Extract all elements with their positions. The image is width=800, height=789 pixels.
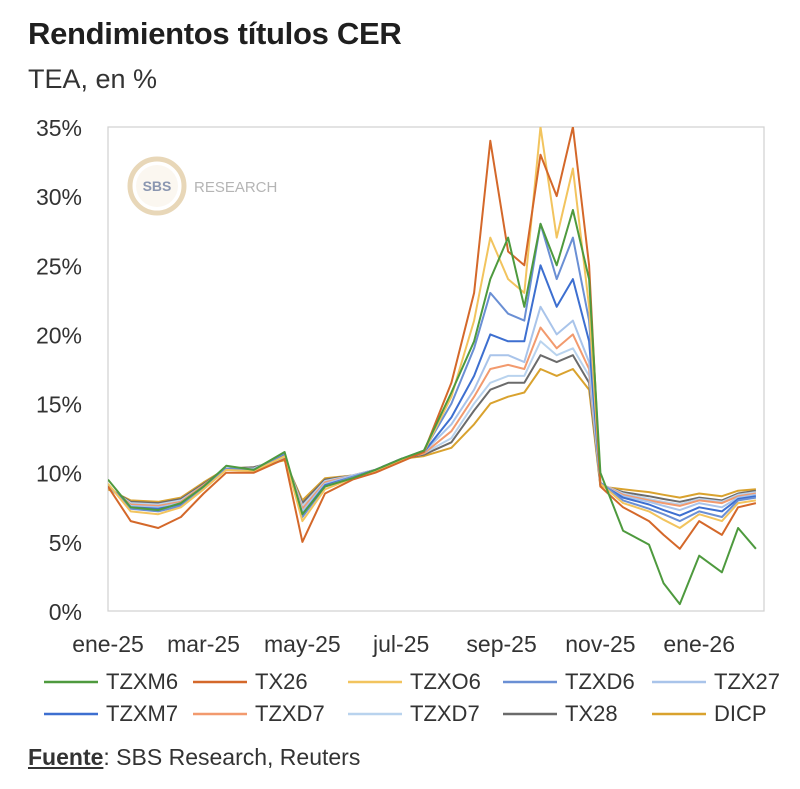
x-tick-label: ene-26: [663, 631, 735, 657]
y-tick-label: 20%: [36, 322, 82, 348]
legend-label: TZXD7: [410, 701, 480, 726]
watermark-text: RESEARCH: [194, 179, 277, 196]
legend-label: TZXM6: [106, 669, 178, 694]
y-tick-label: 15%: [36, 392, 82, 418]
source-text: : SBS Research, Reuters: [103, 744, 361, 770]
x-tick-label: may-25: [264, 631, 341, 657]
x-tick-label: sep-25: [466, 631, 536, 657]
source-label: Fuente: [28, 744, 104, 770]
legend-label: TZXO6: [410, 669, 481, 694]
series-line-tx26-1: [108, 127, 757, 550]
y-tick-label: 5%: [49, 530, 82, 556]
watermark-logo-inner: [136, 165, 178, 207]
legend-label: TZXD7: [255, 701, 325, 726]
y-tick-label: 35%: [36, 115, 82, 141]
x-tick-label: jul-25: [372, 631, 429, 657]
legend: TZXM6 TX26 TZXO6 TZXD6 TZX27 TZXM7 TZXD7 TZXD7 T…: [44, 669, 780, 726]
x-tick-label: mar-25: [167, 631, 240, 657]
series-line-tzxm6-0: [108, 209, 757, 606]
series-line-tzxo6-2: [108, 127, 757, 529]
line-chart: SBS RESEARCH 0% 5% 10% 15% 20% 25% 30% 35% ene-…: [36, 115, 780, 726]
legend-label: TX28: [565, 701, 618, 726]
chart-subtitle: TEA, en %: [28, 64, 158, 94]
legend-label: TZX27: [714, 669, 780, 694]
x-axis: ene-25 mar-25 may-25 jul-25 sep-25 nov-25 ene-…: [72, 631, 735, 657]
legend-label: DICP: [714, 701, 767, 726]
source-note: Fuente: SBS Research, Reuters: [28, 744, 360, 771]
y-tick-label: 0%: [49, 599, 82, 625]
x-tick-label: nov-25: [565, 631, 635, 657]
y-tick-label: 30%: [36, 184, 82, 210]
legend-label: TZXM7: [106, 701, 178, 726]
series-line-tzxd6-3: [108, 222, 757, 523]
legend-label: TX26: [255, 669, 308, 694]
x-tick-label: ene-25: [72, 631, 144, 657]
plot-area-frame: [107, 126, 765, 612]
watermark: SBS RESEARCH: [127, 156, 277, 216]
y-tick-label: 25%: [36, 253, 82, 279]
chart-title: Rendimientos títulos CER: [28, 16, 402, 51]
y-axis: 0% 5% 10% 15% 20% 25% 30% 35%: [36, 115, 82, 625]
series-lines: [108, 127, 757, 606]
series-line-tzxm7-5: [108, 264, 757, 517]
y-tick-label: 10%: [36, 461, 82, 487]
legend-label: TZXD6: [565, 669, 635, 694]
watermark-logo-text: SBS: [143, 178, 172, 194]
